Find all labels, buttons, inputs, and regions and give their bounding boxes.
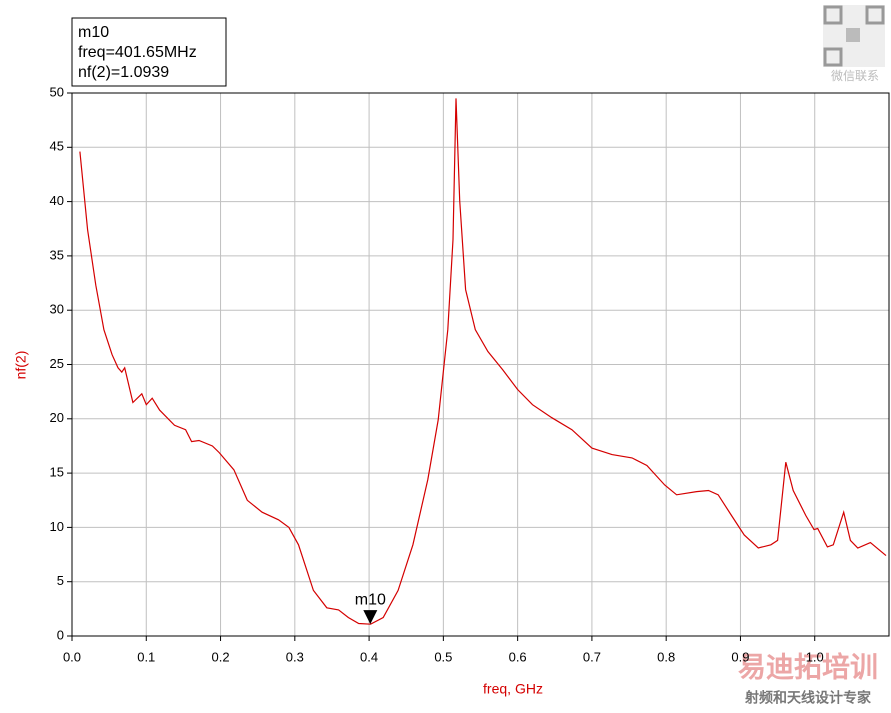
marker-box-name: m10	[78, 24, 109, 41]
y-tick-label: 10	[50, 519, 64, 534]
data-line	[79, 98, 887, 625]
x-tick-label: 0.2	[212, 649, 230, 664]
x-tick-label: 0.6	[509, 649, 527, 664]
x-tick-label: 0.7	[583, 649, 601, 664]
y-tick-label: 0	[57, 627, 64, 642]
y-tick-label: 20	[50, 410, 64, 425]
marker-box	[71, 17, 227, 87]
y-tick-label: 50	[50, 84, 64, 99]
marker-box-line: nf(2)=1.0939	[78, 64, 169, 81]
marker-label: m10	[355, 591, 386, 608]
y-tick-label: 5	[57, 573, 64, 588]
y-axis-label: nf(2)	[13, 351, 29, 380]
x-tick-label: 0.9	[731, 649, 749, 664]
y-tick-label: 15	[50, 465, 64, 480]
x-tick-label: 0.0	[63, 649, 81, 664]
x-tick-label: 0.3	[286, 649, 304, 664]
watermark: 易迪拓培训	[738, 650, 878, 682]
x-tick-label: 0.4	[360, 649, 378, 664]
x-tick-label: 1.0	[806, 649, 824, 664]
qr-code	[823, 5, 885, 67]
x-tick-label: 0.1	[137, 649, 155, 664]
watermark: 微信联系	[831, 69, 879, 83]
y-tick-label: 45	[50, 139, 64, 154]
y-tick-label: 35	[50, 247, 64, 262]
x-axis-label: freq, GHz	[483, 681, 543, 697]
plot-frame	[71, 92, 890, 637]
x-tick-label: 0.8	[657, 649, 675, 664]
marker-triangle	[363, 610, 378, 625]
marker-box-line: freq=401.65MHz	[78, 44, 197, 61]
y-tick-label: 25	[50, 356, 64, 371]
y-tick-label: 30	[50, 302, 64, 317]
y-tick-label: 40	[50, 193, 64, 208]
watermark: 射频和天线设计专家	[744, 690, 872, 706]
x-tick-label: 0.5	[434, 649, 452, 664]
